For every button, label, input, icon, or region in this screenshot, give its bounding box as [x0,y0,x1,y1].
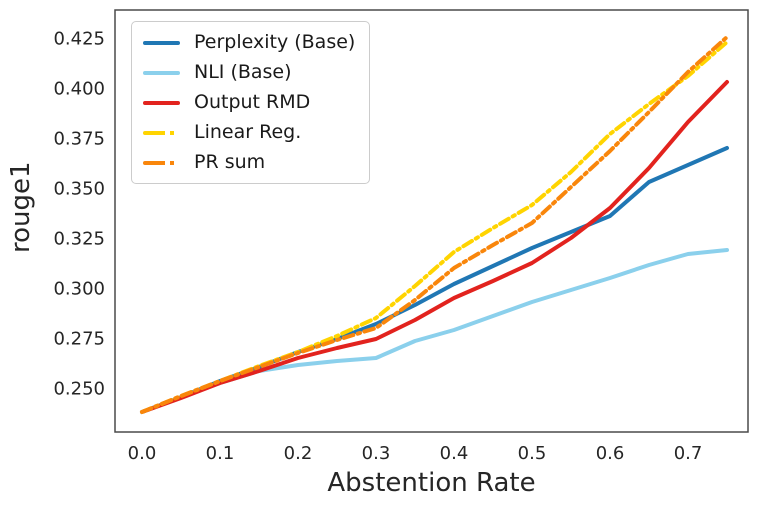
legend-line-swatch [143,130,180,135]
legend-line-swatch [143,100,180,105]
line-series-nli-base [140,248,729,414]
legend-label: Output RMD [194,91,311,113]
legend-item: PR sum [143,151,355,174]
legend-item: NLI (Base) [143,61,355,84]
legend-line-swatch [143,160,180,165]
data-series-lines [140,35,729,414]
x-tick-label: 0.2 [284,443,313,464]
y-tick-label: 0.400 [53,79,105,100]
x-tick-label: 0.5 [518,443,547,464]
legend-label: PR sum [194,151,266,173]
legend-line-swatch [143,40,180,45]
x-axis-tick-labels: 0.0 0.1 0.2 0.3 0.4 0.5 0.6 0.7 [128,443,703,464]
plot-area-border [114,9,749,433]
x-tick-label: 0.7 [674,443,703,464]
legend: Perplexity (Base) NLI (Base) Output RMD Lin… [131,21,371,184]
y-tick-label: 0.375 [53,129,105,150]
y-tick-label: 0.250 [53,379,105,400]
x-tick-label: 0.1 [206,443,235,464]
legend-item: Output RMD [143,91,355,114]
y-tick-label: 0.275 [53,329,105,350]
y-tick-label: 0.350 [53,179,105,200]
x-tick-label: 0.4 [440,443,469,464]
legend-label: Linear Reg. [194,121,302,143]
legend-line-swatch [143,70,180,75]
line-series-output-rmd [140,80,729,414]
x-tick-label: 0.0 [128,443,157,464]
x-tick-label: 0.3 [362,443,391,464]
line-series-pr-sum [140,35,729,414]
y-tick-label: 0.300 [53,279,105,300]
y-tick-label: 0.425 [53,29,105,50]
x-axis-label: Abstention Rate [327,468,536,498]
x-tick-label: 0.6 [596,443,625,464]
line-series-perplexity-base [140,146,729,414]
legend-label: NLI (Base) [194,61,292,83]
legend-item: Linear Reg. [143,121,355,144]
legend-label: Perplexity (Base) [194,31,356,53]
legend-item: Perplexity (Base) [143,31,355,54]
y-tick-label: 0.325 [53,229,105,250]
y-axis-tick-labels: 0.250 0.275 0.300 0.325 0.350 0.375 0.400 0.425 [53,29,105,400]
y-axis-label: rouge1 [6,161,36,253]
